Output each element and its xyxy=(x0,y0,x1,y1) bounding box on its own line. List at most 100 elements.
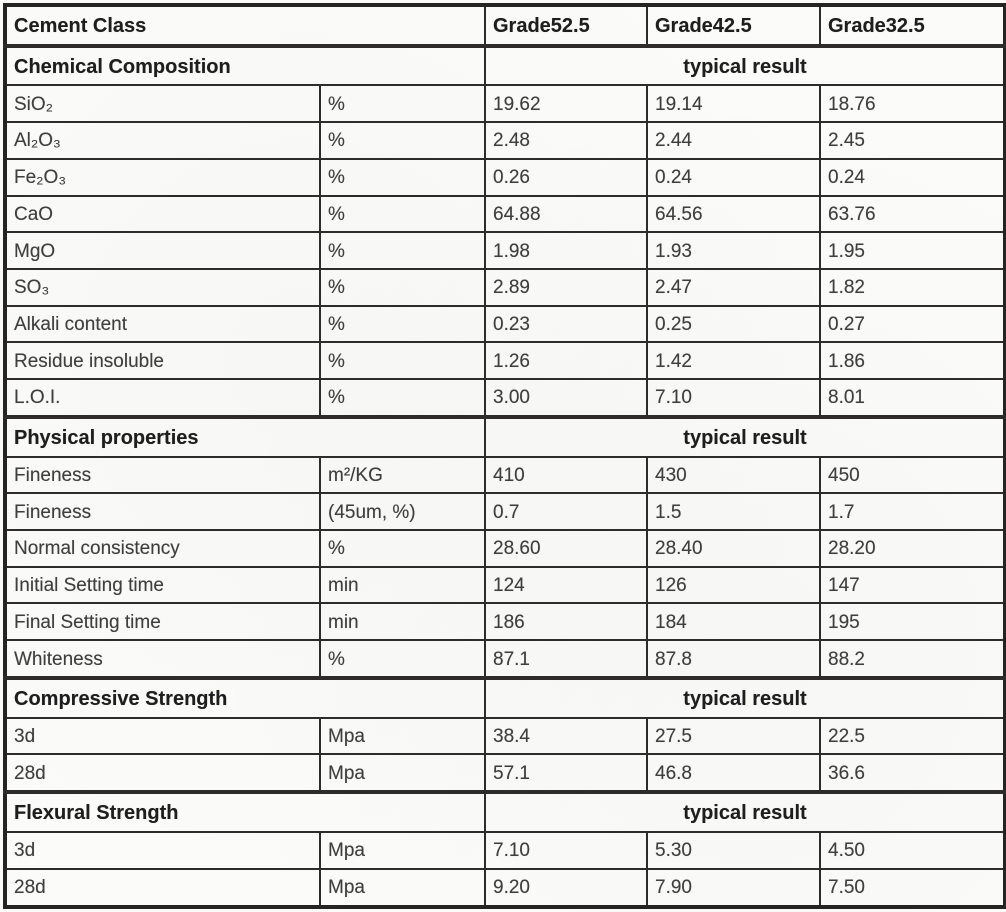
section-row-compressive-strength: Compressive Strength typical result xyxy=(4,676,1006,719)
value-cell: 28.20 xyxy=(819,528,1006,568)
section-span-label: typical result xyxy=(484,43,1006,87)
value-cell: 0.25 xyxy=(646,304,821,344)
value-cell: 124 xyxy=(484,565,648,605)
value-cell: 126 xyxy=(646,565,821,605)
section-span-label: typical result xyxy=(484,790,1006,833)
unit-cell: % xyxy=(319,377,486,419)
unit-cell: % xyxy=(319,194,486,234)
header-grade-52-5: Grade52.5 xyxy=(484,4,648,48)
row-label: Alkali content xyxy=(4,304,321,344)
value-cell: 87.8 xyxy=(646,638,821,680)
row-label: Al₂O₃ xyxy=(4,121,321,160)
header-grade-42-5: Grade42.5 xyxy=(646,4,821,48)
unit-cell: min xyxy=(319,565,486,605)
table-row: 3d Mpa 7.10 5.30 4.50 xyxy=(4,830,1006,870)
value-cell: 64.56 xyxy=(646,194,821,234)
section-row-flexural-strength: Flexural Strength typical result xyxy=(4,790,1006,833)
row-label: Fineness xyxy=(4,492,321,531)
table-row: Alkali content % 0.23 0.25 0.27 xyxy=(4,304,1006,344)
table-row: 28d Mpa 57.1 46.8 36.6 xyxy=(4,753,1006,794)
value-cell: 2.45 xyxy=(819,121,1006,160)
value-cell: 19.14 xyxy=(646,84,821,124)
unit-cell: Mpa xyxy=(319,753,486,794)
value-cell: 410 xyxy=(484,455,648,495)
value-cell: 147 xyxy=(819,565,1006,605)
section-title: Chemical Composition xyxy=(4,43,486,87)
table-row: SiO₂ % 19.62 19.14 18.76 xyxy=(4,84,1006,124)
table-row: Fe₂O₃ % 0.26 0.24 0.24 xyxy=(4,157,1006,197)
table-row: MgO % 1.98 1.93 1.95 xyxy=(4,231,1006,270)
unit-cell: Mpa xyxy=(319,867,486,909)
value-cell: 7.10 xyxy=(646,377,821,419)
table-row: Whiteness % 87.1 87.8 88.2 xyxy=(4,638,1006,680)
row-label: 28d xyxy=(4,753,321,794)
table-row: CaO % 64.88 64.56 63.76 xyxy=(4,194,1006,234)
value-cell: 1.7 xyxy=(819,492,1006,531)
value-cell: 195 xyxy=(819,602,1006,641)
table-header-row: Cement Class Grade52.5 Grade42.5 Grade32… xyxy=(4,4,1006,48)
unit-cell: m²/KG xyxy=(319,455,486,495)
value-cell: 28.40 xyxy=(646,528,821,568)
value-cell: 2.48 xyxy=(484,121,648,160)
value-cell: 1.82 xyxy=(819,267,1006,307)
unit-cell: % xyxy=(319,231,486,270)
row-label: CaO xyxy=(4,194,321,234)
value-cell: 186 xyxy=(484,602,648,641)
unit-cell: min xyxy=(319,602,486,641)
table-row: Residue insoluble % 1.26 1.42 1.86 xyxy=(4,341,1006,380)
row-label: 28d xyxy=(4,867,321,909)
table-row: SO₃ % 2.89 2.47 1.82 xyxy=(4,267,1006,307)
table-row: L.O.I. % 3.00 7.10 8.01 xyxy=(4,377,1006,419)
row-label: SO₃ xyxy=(4,267,321,307)
value-cell: 9.20 xyxy=(484,867,648,909)
unit-cell: % xyxy=(319,341,486,380)
value-cell: 1.26 xyxy=(484,341,648,380)
row-label: MgO xyxy=(4,231,321,270)
table-row: Initial Setting time min 124 126 147 xyxy=(4,565,1006,605)
value-cell: 2.47 xyxy=(646,267,821,307)
row-label: Fineness xyxy=(4,455,321,495)
row-label: 3d xyxy=(4,716,321,756)
header-cement-class: Cement Class xyxy=(4,4,486,48)
value-cell: 22.5 xyxy=(819,716,1006,756)
table-row: Normal consistency % 28.60 28.40 28.20 xyxy=(4,528,1006,568)
row-label: Normal consistency xyxy=(4,528,321,568)
unit-cell: Mpa xyxy=(319,830,486,870)
value-cell: 430 xyxy=(646,455,821,495)
value-cell: 3.00 xyxy=(484,377,648,419)
value-cell: 7.90 xyxy=(646,867,821,909)
value-cell: 7.10 xyxy=(484,830,648,870)
table-row: 28d Mpa 9.20 7.90 7.50 xyxy=(4,867,1006,909)
value-cell: 46.8 xyxy=(646,753,821,794)
value-cell: 88.2 xyxy=(819,638,1006,680)
section-title: Flexural Strength xyxy=(4,790,486,833)
value-cell: 0.7 xyxy=(484,492,648,531)
section-title: Physical properties xyxy=(4,415,486,458)
section-row-chemical-composition: Chemical Composition typical result xyxy=(4,43,1006,87)
value-cell: 0.26 xyxy=(484,157,648,197)
row-label: 3d xyxy=(4,830,321,870)
unit-cell: % xyxy=(319,121,486,160)
value-cell: 1.42 xyxy=(646,341,821,380)
row-label: L.O.I. xyxy=(4,377,321,419)
unit-cell: Mpa xyxy=(319,716,486,756)
value-cell: 63.76 xyxy=(819,194,1006,234)
section-title: Compressive Strength xyxy=(4,676,486,719)
value-cell: 1.95 xyxy=(819,231,1006,270)
value-cell: 7.50 xyxy=(819,867,1006,909)
table-row: Fineness (45um, %) 0.7 1.5 1.7 xyxy=(4,492,1006,531)
value-cell: 1.5 xyxy=(646,492,821,531)
value-cell: 2.44 xyxy=(646,121,821,160)
section-row-physical-properties: Physical properties typical result xyxy=(4,415,1006,458)
value-cell: 19.62 xyxy=(484,84,648,124)
value-cell: 450 xyxy=(819,455,1006,495)
value-cell: 4.50 xyxy=(819,830,1006,870)
value-cell: 36.6 xyxy=(819,753,1006,794)
value-cell: 0.24 xyxy=(819,157,1006,197)
row-label: Whiteness xyxy=(4,638,321,680)
row-label: Fe₂O₃ xyxy=(4,157,321,197)
section-span-label: typical result xyxy=(484,415,1006,458)
row-label: Residue insoluble xyxy=(4,341,321,380)
value-cell: 28.60 xyxy=(484,528,648,568)
